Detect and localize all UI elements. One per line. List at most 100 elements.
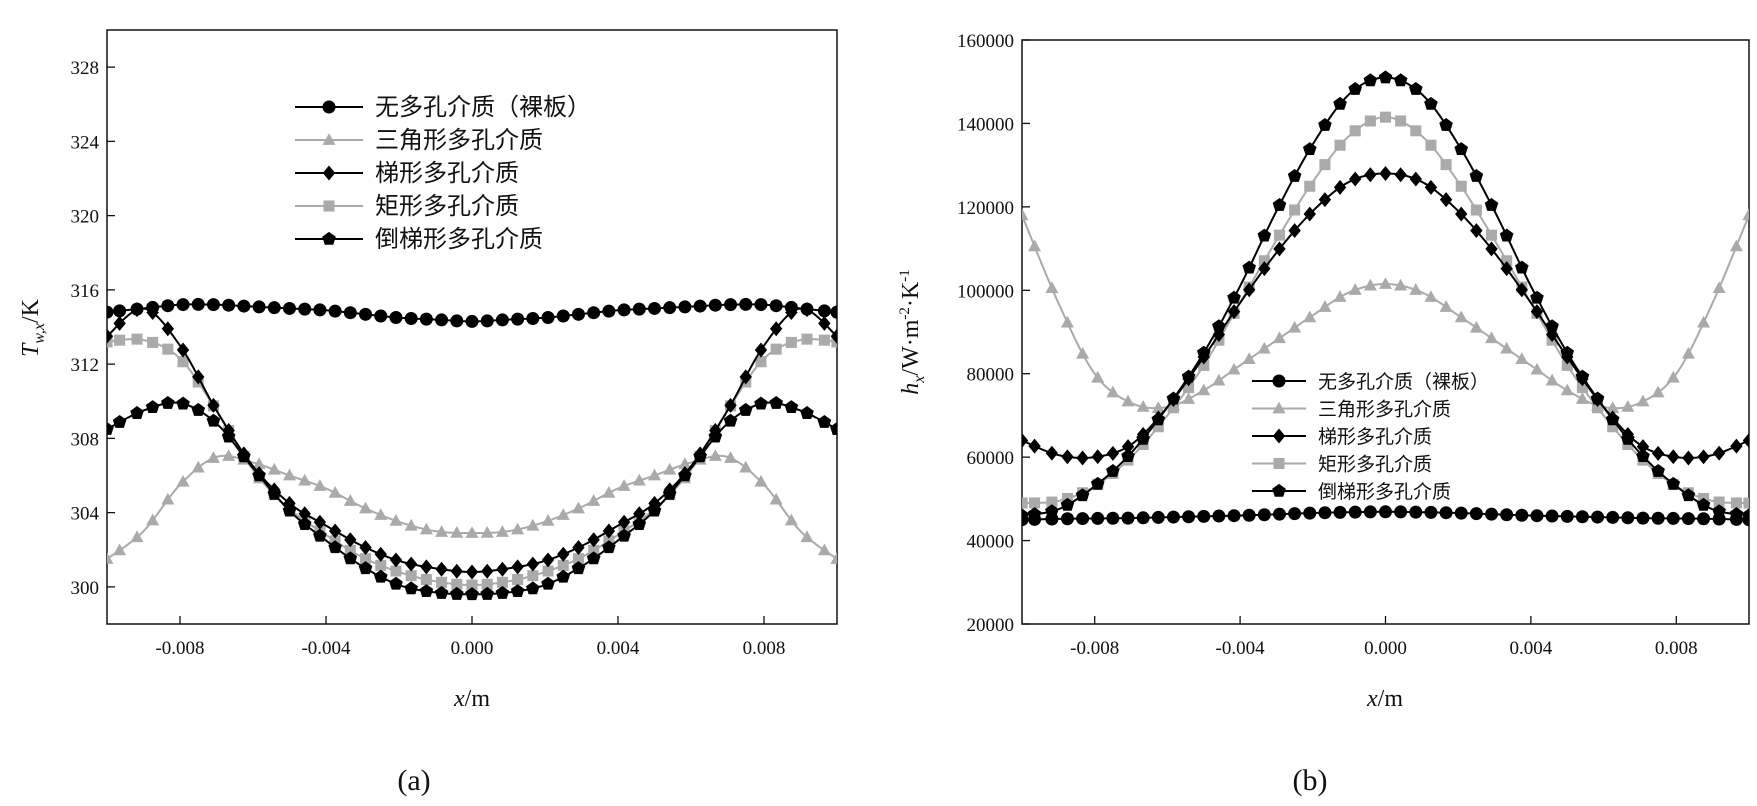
data-point [1288,320,1302,333]
data-point [556,508,570,520]
data-point [1379,111,1392,123]
data-point [131,333,143,345]
data-point [1439,300,1453,312]
data-point [1742,208,1749,221]
legend-marker [1272,483,1286,497]
data-point [770,343,782,355]
data-point [252,300,266,314]
data-point [724,397,737,413]
data-point [1303,206,1316,222]
data-point [1304,180,1316,192]
data-point [481,563,494,579]
data-point [1730,438,1743,454]
legend-marker [1272,401,1286,414]
data-point [1334,139,1346,151]
data-point [328,540,342,554]
data-point [602,304,616,318]
data-point [1636,394,1650,407]
data-point [1378,70,1393,84]
panel-b-frame [1021,39,1750,625]
data-point [1651,385,1665,398]
data-point [617,528,631,542]
data-point [389,310,403,324]
panel-a-label: (a) [397,764,430,797]
data-point [1379,505,1392,519]
data-point [632,517,647,531]
data-point [1333,505,1347,519]
data-point [830,328,837,344]
y-tick-label: 300 [71,578,100,599]
data-point [831,336,837,348]
data-point [1363,73,1378,87]
data-point [739,369,752,385]
legend-item: 三角形多孔介质 [295,126,543,154]
data-point [769,321,783,337]
data-point [252,468,266,482]
data-point [1106,463,1120,477]
data-point [817,543,831,556]
data-point [1560,383,1574,396]
data-point [1349,171,1362,187]
data-point [282,503,297,517]
data-point [693,449,707,463]
data-point [1651,463,1665,477]
data-point [1258,255,1270,267]
x-tick-label: -0.008 [1070,638,1119,659]
data-point [237,449,251,463]
data-point [1167,402,1179,414]
data-point [1424,96,1438,110]
data-point [708,449,722,461]
data-point [541,310,555,324]
data-point [1272,507,1286,521]
data-point [1409,283,1423,295]
series-line [107,454,837,560]
series-diamond [1022,166,1749,466]
legend-label: 矩形多孔介质 [1318,454,1432,476]
legend-item: 倒梯形多孔介质 [1252,481,1451,503]
data-point [1029,497,1041,509]
data-point [130,530,144,543]
x-tick-label: -0.004 [1216,638,1266,659]
data-point [1198,359,1210,371]
data-point [526,556,540,572]
data-point [723,413,738,427]
data-point [1151,510,1165,524]
data-point [1197,383,1211,396]
panel-b: -0.008 -0.004 0.000 0.004 0.008 20000 40000 600… [897,31,1750,797]
data-point [1545,373,1559,386]
data-point [571,307,585,321]
data-point [556,569,571,583]
legend-label: 梯形多孔介质 [1318,426,1432,448]
data-point [1561,359,1573,371]
series-pentagon [1022,70,1749,522]
data-point [541,576,555,590]
data-point [1022,432,1029,448]
data-point [1712,445,1726,461]
data-point [283,301,296,315]
data-point [1484,197,1499,211]
data-point [1364,115,1376,127]
data-point [1440,159,1452,171]
data-point [1166,510,1180,524]
data-point [818,334,830,346]
data-point [374,508,388,520]
data-point [451,578,463,590]
data-point [465,587,479,601]
data-point [298,302,312,316]
data-point [1485,331,1499,344]
data-point [1121,511,1135,525]
data-point [1729,507,1744,521]
data-point [527,570,539,582]
data-point [112,414,127,428]
data-point [1575,510,1589,524]
data-point [571,561,586,575]
data-point [343,306,357,320]
data-point [1303,506,1317,520]
data-point [481,578,493,590]
data-point [1408,81,1423,95]
data-point [1607,421,1619,433]
y-tick-label: 312 [71,355,100,376]
data-point [1212,373,1226,386]
data-point [1348,81,1363,95]
data-point [1257,508,1271,522]
